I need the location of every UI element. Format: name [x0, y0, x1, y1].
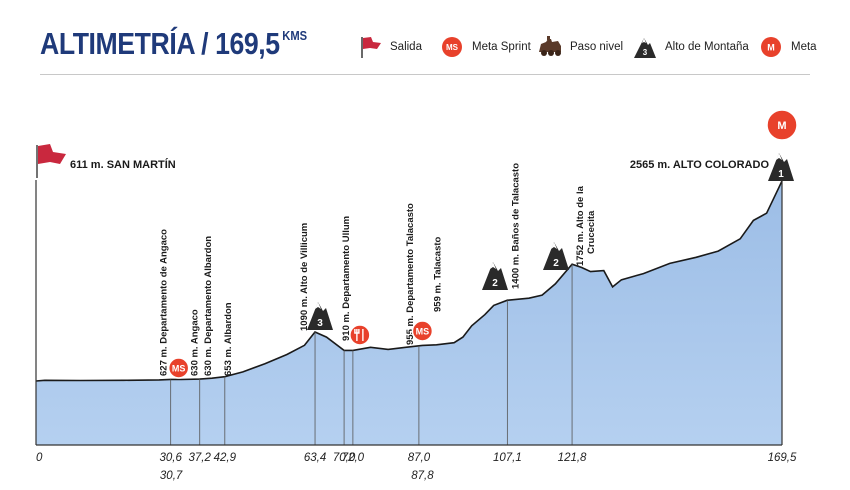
mountain-marker: 3	[307, 302, 333, 330]
mountain-marker-number: 3	[317, 318, 323, 329]
finish-label: 2565 m. ALTO COLORADO	[630, 159, 770, 171]
mountain-marker-shape	[307, 302, 333, 330]
annotation-label: 627 m. Departamento de Angaco	[159, 229, 170, 376]
svg-text:M: M	[767, 43, 775, 53]
annotation-label: 955 m. Departamento Talacasto	[405, 203, 416, 345]
feed-zone-circle	[349, 324, 371, 346]
meta-sprint-marker-label: MS	[172, 364, 186, 374]
tick-label: 70,0	[333, 452, 356, 464]
flag-cloth	[38, 144, 66, 164]
annotation-label: 1400 m. Baños de Talacasto	[510, 163, 521, 289]
svg-text:3: 3	[643, 48, 648, 57]
annotation-label: 630 m. Departamento Albardon	[203, 236, 214, 376]
flag-icon	[356, 33, 384, 61]
mountain-marker: 2	[543, 242, 569, 270]
meta-sprint-marker-circle	[167, 357, 190, 379]
annotation-label: 653 m. Albardon	[223, 302, 234, 376]
legend-alto-montana: 3 Alto de Montaña	[631, 32, 749, 62]
mountain-marker-shape	[768, 153, 794, 181]
feed-zone-marker	[349, 324, 371, 346]
finish-marker-label: M	[777, 120, 786, 132]
finish-marker: M	[766, 109, 798, 141]
mountain-marker-snow	[776, 153, 782, 160]
mountain-marker-snow	[551, 242, 557, 249]
profile-area	[36, 181, 782, 445]
legend-label: Alto de Montaña	[665, 41, 749, 53]
mountain-marker-shape	[543, 242, 569, 270]
tick-label: 87,8	[411, 470, 434, 482]
mountain-marker-snow	[315, 302, 321, 309]
annotation-label: 1752 m. Alto de laCrucecita	[575, 185, 597, 266]
meta-sprint-marker-label: MS	[416, 327, 430, 337]
annotation-line: Crucecita	[586, 210, 597, 254]
mountain-marker-snow	[490, 262, 496, 269]
tick-label: 30,7	[160, 470, 183, 482]
annotation-label: 1090 m. Alto de Villicum	[299, 223, 310, 331]
mountain-marker: 2	[482, 262, 508, 290]
header-divider	[40, 74, 810, 75]
tick-label: 42,9	[214, 452, 237, 464]
page-title: ALTIMETRÍA / 169,5 KMS	[40, 26, 307, 62]
start-flag-icon	[36, 144, 66, 178]
mountain-marker-number: 2	[492, 278, 498, 289]
tick-label: 0	[36, 452, 43, 464]
meta-sprint-marker: MS	[411, 320, 434, 342]
tick-label: 30,6	[159, 452, 182, 464]
mountain-marker-number: 1	[778, 169, 784, 180]
tick-label: 169,5	[768, 452, 797, 464]
meta-sprint-icon: MS	[438, 33, 466, 61]
train-icon	[536, 33, 564, 61]
tick-label: 87,0	[408, 452, 431, 464]
finish-marker-circle	[766, 109, 798, 141]
legend-meta: M Meta	[757, 32, 817, 62]
mountain-marker-number: 2	[553, 258, 559, 269]
legend-salida: Salida	[356, 32, 422, 62]
annotation-label: 910 m. Departamento Ullum	[341, 216, 352, 341]
mountain-icon: 3	[631, 33, 659, 61]
annotation-line: 1752 m. Alto de la	[575, 185, 586, 266]
legend-label: Salida	[390, 41, 422, 53]
meta-sprint-marker-circle	[411, 320, 434, 342]
title-unit: KMS	[282, 28, 308, 43]
annotation-label: 959 m. Talacasto	[433, 236, 444, 312]
title-text: ALTIMETRÍA	[40, 26, 195, 61]
meta-sprint-marker: MS	[167, 357, 190, 379]
start-label: 611 m. SAN MARTÍN	[70, 158, 176, 171]
title-distance: / 169,5	[201, 26, 280, 61]
legend-label: Paso nivel	[570, 41, 624, 53]
legend-meta-sprint: MS Meta Sprint	[438, 32, 531, 62]
tick-label: 107,1	[493, 452, 522, 464]
legend-label: Meta	[791, 41, 817, 53]
tick-label: 72,0	[342, 452, 365, 464]
finish-icon: M	[757, 33, 785, 61]
legend-label: Meta Sprint	[472, 41, 531, 53]
tick-label: 121,8	[558, 452, 587, 464]
mountain-marker-shape	[482, 262, 508, 290]
tick-label: 63,4	[304, 452, 326, 464]
mountain-marker: 1	[768, 153, 794, 181]
annotation-label: 630 m. Angaco	[190, 309, 201, 376]
legend-paso-nivel: Paso nivel	[536, 32, 623, 62]
svg-text:MS: MS	[446, 43, 459, 52]
cutlery-icon	[354, 329, 364, 341]
tick-label: 37,2	[189, 452, 212, 464]
